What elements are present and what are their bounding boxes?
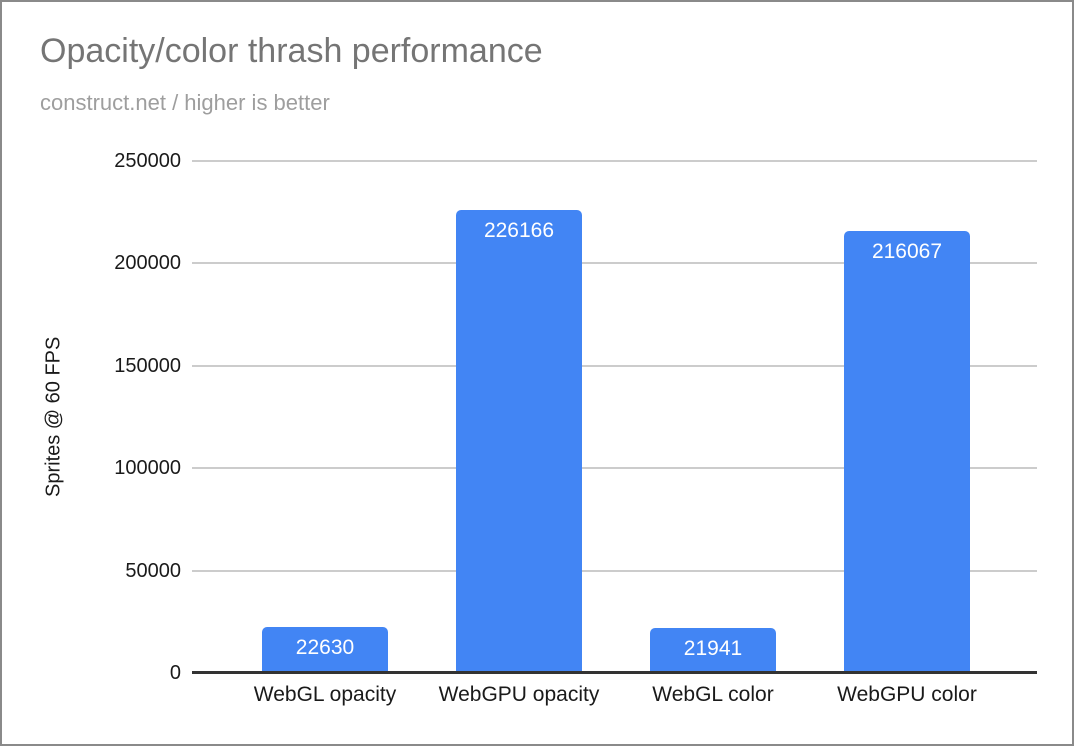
bars-container: 22630 226166 21941 216067 bbox=[228, 161, 1004, 673]
x-tick-label: WebGPU opacity bbox=[438, 683, 600, 706]
bar-value-label: 22630 bbox=[295, 635, 355, 659]
bar-value-label: 226166 bbox=[483, 218, 555, 242]
x-axis-labels: WebGL opacity WebGPU opacity WebGL color We… bbox=[228, 683, 1004, 707]
plot-area: 0 50000 100000 150000 200000 250000 22630 2261… bbox=[114, 151, 1037, 683]
bar: 21941 bbox=[650, 628, 776, 673]
bar-column: 21941 bbox=[616, 161, 810, 673]
y-tick-label: 100000 bbox=[114, 457, 181, 480]
bar-column: 22630 bbox=[228, 161, 422, 673]
bar-value-label: 21941 bbox=[683, 637, 743, 661]
gridline bbox=[192, 467, 1037, 470]
x-tick-label: WebGL color bbox=[652, 683, 774, 706]
bar-column: 226166 bbox=[422, 161, 616, 673]
x-tick-label: WebGPU color bbox=[837, 683, 977, 706]
bar-value-label: 216067 bbox=[871, 239, 943, 263]
gridline bbox=[192, 262, 1037, 265]
x-tick-label: WebGL opacity bbox=[253, 683, 397, 706]
y-tick-label: 50000 bbox=[125, 559, 181, 582]
y-axis-title: Sprites @ 60 FPS bbox=[42, 336, 65, 498]
chart-title: Opacity/color thrash performance bbox=[40, 32, 543, 70]
x-axis-baseline bbox=[192, 671, 1037, 674]
bar: 216067 bbox=[844, 230, 970, 673]
y-tick-label: 200000 bbox=[114, 252, 181, 275]
gridline bbox=[192, 364, 1037, 367]
bar-column: 216067 bbox=[810, 161, 1004, 673]
y-tick-label: 250000 bbox=[114, 150, 181, 172]
gridline bbox=[192, 160, 1037, 162]
y-tick-label: 0 bbox=[169, 662, 181, 684]
gridline bbox=[192, 569, 1037, 572]
y-tick-label: 150000 bbox=[114, 354, 181, 377]
bar: 226166 bbox=[456, 209, 582, 673]
bar: 22630 bbox=[262, 626, 388, 673]
chart-subtitle: construct.net / higher is better bbox=[40, 90, 330, 115]
